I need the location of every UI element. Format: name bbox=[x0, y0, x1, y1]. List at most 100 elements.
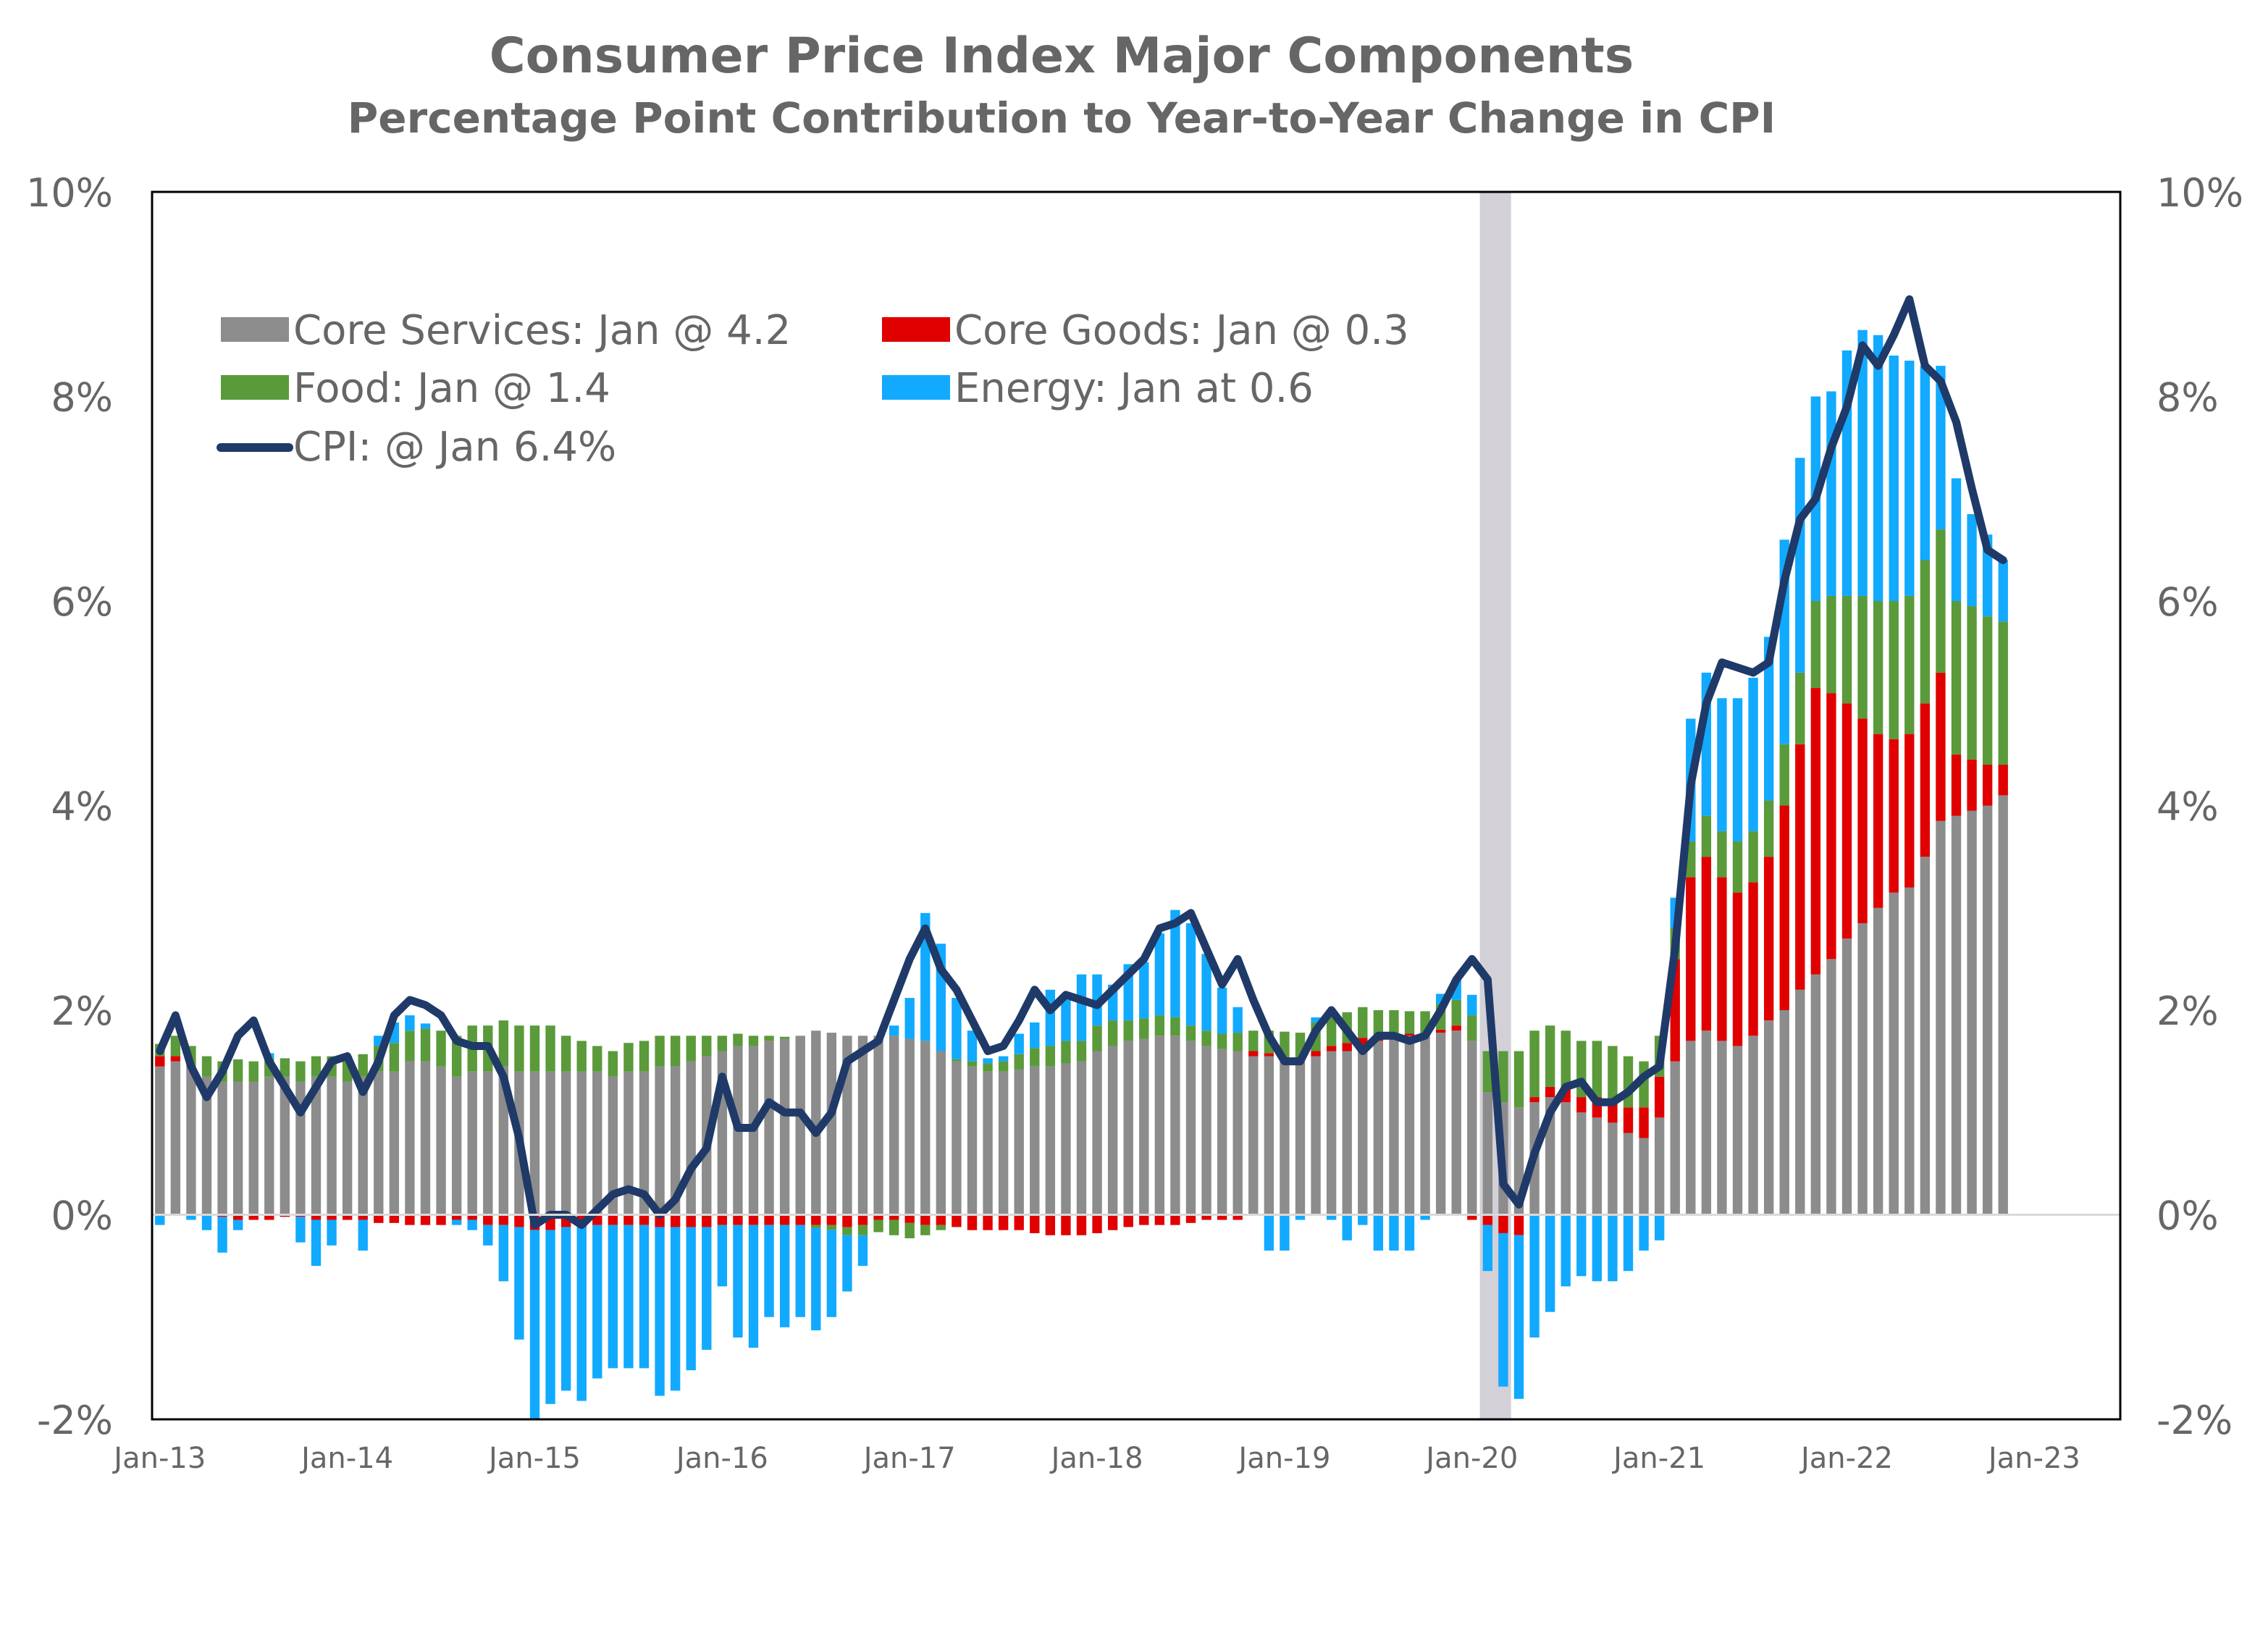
bar-energy bbox=[1467, 994, 1477, 1016]
bar-core-goods bbox=[983, 1214, 993, 1230]
bar-core-services bbox=[560, 1071, 571, 1215]
bar-core-goods bbox=[1217, 1214, 1227, 1220]
bar-energy bbox=[655, 1227, 665, 1396]
bar-energy bbox=[358, 1219, 368, 1251]
bar-food bbox=[248, 1061, 259, 1082]
bar-food bbox=[1217, 1033, 1227, 1049]
bar-food bbox=[280, 1058, 290, 1077]
bar-core-services bbox=[983, 1071, 993, 1215]
bar-core-goods bbox=[1920, 703, 1931, 857]
x-tick-label: Jan-20 bbox=[1424, 1442, 1518, 1475]
bar-energy bbox=[1280, 1214, 1290, 1251]
y-tick-label-right: 4% bbox=[2156, 784, 2219, 830]
bar-energy bbox=[295, 1217, 306, 1243]
bar-core-services bbox=[1873, 907, 1883, 1215]
bar-food bbox=[576, 1041, 587, 1072]
bar-core-goods bbox=[1654, 1076, 1665, 1118]
bar-core-services bbox=[1014, 1069, 1024, 1215]
bar-core-services bbox=[1373, 1041, 1384, 1215]
bar-core-services bbox=[1920, 857, 1931, 1215]
bar-food bbox=[1404, 1011, 1415, 1034]
bar-core-services bbox=[1826, 959, 1836, 1215]
bar-core-goods bbox=[1467, 1214, 1477, 1220]
bar-core-goods bbox=[1076, 1214, 1087, 1235]
bar-energy bbox=[451, 1219, 462, 1225]
bar-core-goods bbox=[1107, 1214, 1118, 1230]
bar-core-services bbox=[498, 1066, 509, 1215]
bar-energy bbox=[155, 1214, 165, 1225]
bar-core-goods bbox=[1686, 877, 1696, 1041]
bar-food bbox=[904, 1222, 915, 1238]
bar-core-goods bbox=[1810, 688, 1821, 975]
bar-core-services bbox=[374, 1071, 384, 1215]
chart-subtitle: Percentage Point Contribution to Year-to… bbox=[348, 93, 1776, 143]
bar-core-services bbox=[686, 1061, 696, 1215]
bar-core-goods bbox=[1045, 1214, 1056, 1235]
legend-cpi: CPI: @ Jan 6.4% bbox=[293, 424, 616, 471]
bar-core-goods bbox=[1482, 1214, 1493, 1225]
x-tick-label: Jan-14 bbox=[299, 1442, 393, 1475]
bar-energy bbox=[327, 1219, 337, 1246]
bar-core-services bbox=[655, 1066, 665, 1215]
bar-core-goods bbox=[1576, 1097, 1587, 1113]
bar-core-services bbox=[1763, 1020, 1774, 1215]
bar-food bbox=[295, 1061, 306, 1082]
bar-food bbox=[1373, 1010, 1384, 1036]
bar-energy bbox=[405, 1015, 415, 1031]
bar-energy bbox=[670, 1227, 681, 1391]
bar-core-services bbox=[1748, 1036, 1758, 1215]
bar-energy bbox=[717, 1225, 728, 1287]
bar-core-goods bbox=[1639, 1107, 1649, 1138]
bar-energy bbox=[1608, 1214, 1618, 1282]
bar-core-services bbox=[436, 1066, 446, 1215]
bar-core-goods bbox=[1014, 1214, 1024, 1230]
bar-food bbox=[1561, 1030, 1571, 1087]
bar-core-goods bbox=[1030, 1214, 1040, 1233]
bar-core-services bbox=[1185, 1041, 1196, 1215]
bar-food bbox=[857, 1225, 868, 1235]
bar-core-goods bbox=[733, 1214, 743, 1225]
bar-food bbox=[842, 1227, 852, 1235]
bar-food bbox=[545, 1025, 555, 1072]
bar-energy bbox=[529, 1230, 540, 1419]
y-tick-label-right: -2% bbox=[2156, 1398, 2233, 1443]
bar-core-goods bbox=[1248, 1051, 1259, 1057]
bar-core-services bbox=[592, 1071, 602, 1215]
bar-core-services bbox=[545, 1071, 555, 1215]
bar-core-services bbox=[201, 1076, 212, 1215]
bar-core-goods bbox=[1936, 672, 1946, 821]
bar-core-services bbox=[1404, 1036, 1415, 1215]
bar-energy bbox=[1030, 1022, 1040, 1049]
bar-food bbox=[1717, 831, 1727, 878]
bar-energy bbox=[1763, 637, 1774, 801]
bar-energy bbox=[1342, 1214, 1352, 1240]
bar-core-goods bbox=[639, 1214, 650, 1225]
bar-core-services bbox=[1311, 1056, 1321, 1215]
bar-core-services bbox=[483, 1071, 493, 1215]
bar-energy bbox=[1889, 356, 1899, 601]
bar-food bbox=[952, 1059, 962, 1062]
bar-energy bbox=[967, 1030, 978, 1062]
bar-food bbox=[1873, 601, 1883, 734]
bar-core-services bbox=[889, 1036, 899, 1215]
bar-core-services bbox=[389, 1071, 400, 1215]
bar-core-goods bbox=[1529, 1097, 1540, 1103]
bar-core-goods bbox=[1435, 1029, 1446, 1033]
bar-food bbox=[826, 1225, 837, 1230]
bar-core-goods bbox=[998, 1214, 1009, 1230]
bar-energy bbox=[1201, 954, 1211, 1031]
bar-core-goods bbox=[1358, 1038, 1368, 1046]
bar-core-goods bbox=[1873, 734, 1883, 908]
bar-energy bbox=[1545, 1214, 1555, 1312]
bar-core-goods bbox=[1232, 1214, 1243, 1220]
bar-energy bbox=[1061, 999, 1071, 1041]
bar-core-goods bbox=[1951, 754, 1962, 816]
bar-energy bbox=[733, 1225, 743, 1338]
bar-food bbox=[670, 1036, 681, 1067]
bar-core-services bbox=[623, 1071, 634, 1215]
bar-core-goods bbox=[1170, 1214, 1180, 1225]
bar-core-goods bbox=[405, 1214, 415, 1225]
bar-food bbox=[1592, 1041, 1603, 1098]
bar-food bbox=[1701, 815, 1712, 857]
bar-food bbox=[873, 1219, 883, 1233]
